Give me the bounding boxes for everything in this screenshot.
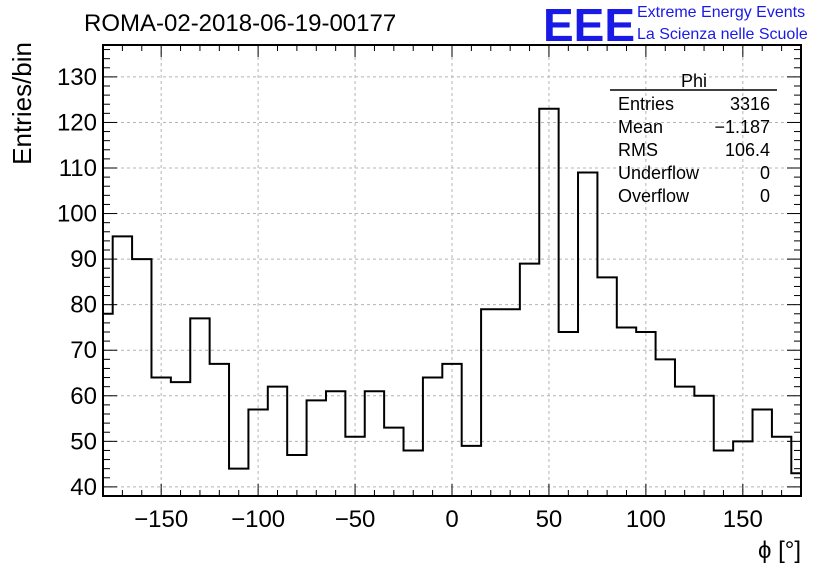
y-tick-label: 70	[70, 337, 97, 364]
stats-value: −1.187	[714, 117, 770, 137]
x-axis-label: ϕ [°]	[758, 537, 801, 564]
stats-label: Mean	[618, 117, 663, 137]
y-tick-label: 80	[70, 292, 97, 319]
stats-value: 106.4	[725, 140, 770, 160]
x-tick-label: −50	[335, 506, 376, 533]
x-tick-label: −100	[231, 506, 285, 533]
stats-label: RMS	[618, 140, 658, 160]
x-tick-label: 150	[723, 506, 763, 533]
histogram-line	[103, 107, 802, 478]
y-tick-label: 120	[57, 109, 97, 136]
y-tick-label: 90	[70, 246, 97, 273]
stats-value: 3316	[730, 94, 770, 114]
stats-value: 0	[760, 186, 770, 206]
y-tick-label: 130	[57, 64, 97, 91]
stats-label: Overflow	[618, 186, 690, 206]
y-tick-label: 60	[70, 383, 97, 410]
stats-box: Phi Entries 3316 Mean −1.187 RMS 106.4 Underflo…	[610, 71, 777, 206]
logo-line-2: La Scienza nelle Scuole	[637, 26, 808, 43]
histogram-series	[103, 107, 802, 478]
x-tick-label: 100	[626, 506, 666, 533]
x-tick-label: 50	[536, 506, 563, 533]
axes: −150 −100 −50 0 50 100 150 40 50 60 70 80 90 100 110 12…	[7, 42, 802, 564]
y-tick-label: 100	[57, 201, 97, 228]
stats-value: 0	[760, 163, 770, 183]
logo-line-1: Extreme Energy Events	[637, 4, 806, 21]
x-tick-label: −150	[134, 506, 188, 533]
y-tick-label: 40	[70, 474, 97, 501]
y-axis-label: Entries/bin	[7, 42, 37, 165]
stats-title: Phi	[681, 71, 707, 91]
eee-logo: EEE	[543, 0, 636, 51]
x-tick-label: 0	[445, 506, 458, 533]
grid	[103, 45, 801, 496]
y-tick-label: 110	[59, 155, 97, 182]
run-title: ROMA-02-2018-06-19-00177	[84, 10, 397, 37]
y-tick-label: 50	[70, 428, 97, 455]
stats-label: Entries	[618, 94, 674, 114]
stats-label: Underflow	[618, 163, 700, 183]
